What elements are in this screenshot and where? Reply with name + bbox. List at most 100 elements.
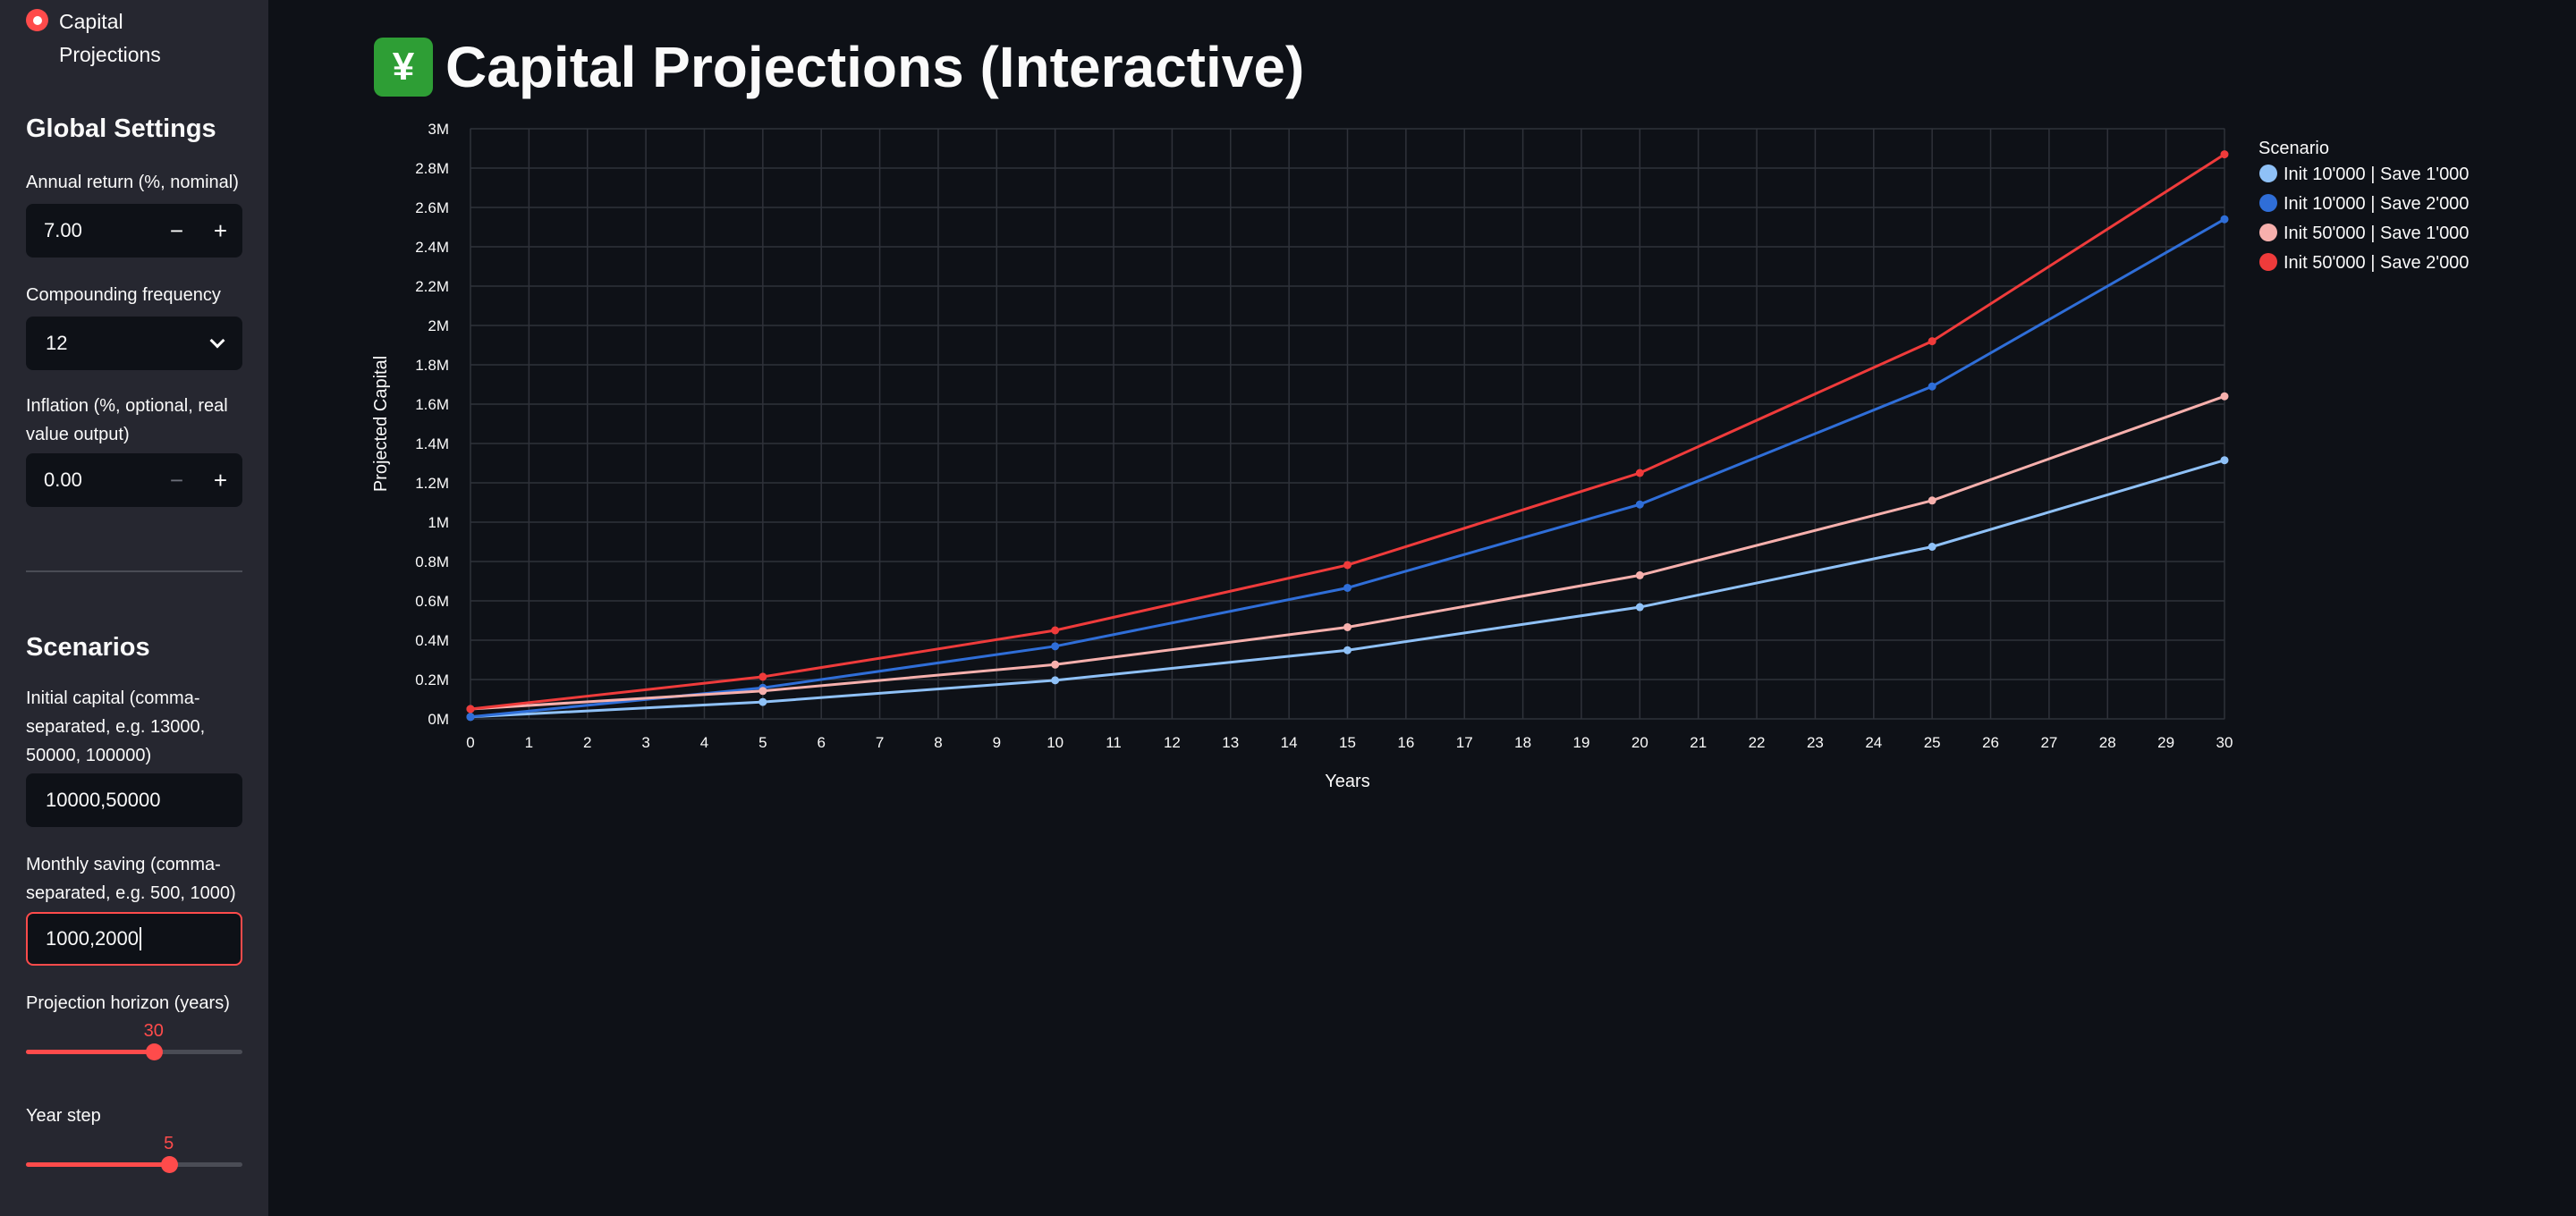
data-point[interactable] xyxy=(758,672,767,681)
x-tick-label: 6 xyxy=(817,734,825,751)
y-tick-label: 1M xyxy=(428,514,449,531)
data-point[interactable] xyxy=(466,705,475,714)
y-tick-label: 0.4M xyxy=(415,632,449,649)
page-title-text: Capital Projections (Interactive) xyxy=(445,35,1305,99)
legend-item-label[interactable]: Init 10'000 | Save 1'000 xyxy=(2284,165,2469,184)
data-point[interactable] xyxy=(2220,215,2229,224)
year-step-slider[interactable]: 5 xyxy=(26,1134,242,1175)
data-point[interactable] xyxy=(1928,337,1936,346)
annual-return-input[interactable]: 7.00 − + xyxy=(26,204,242,258)
inflation-value[interactable]: 0.00 xyxy=(44,469,82,491)
x-tick-label: 20 xyxy=(1631,734,1648,751)
text-caret xyxy=(140,927,141,950)
data-point[interactable] xyxy=(1343,622,1352,631)
legend-swatch[interactable] xyxy=(2259,253,2277,271)
x-tick-label: 10 xyxy=(1046,734,1063,751)
year-step-label: Year step xyxy=(26,1106,101,1126)
legend-swatch[interactable] xyxy=(2259,165,2277,182)
y-tick-label: 0M xyxy=(428,711,449,728)
data-point[interactable] xyxy=(1635,603,1644,612)
x-tick-label: 27 xyxy=(2040,734,2057,751)
data-point[interactable] xyxy=(758,687,767,696)
x-tick-label: 12 xyxy=(1164,734,1181,751)
data-point[interactable] xyxy=(1343,583,1352,592)
legend-item-label[interactable]: Init 50'000 | Save 1'000 xyxy=(2284,224,2469,243)
x-tick-label: 18 xyxy=(1514,734,1531,751)
data-point[interactable] xyxy=(1928,543,1936,551)
x-tick-label: 29 xyxy=(2157,734,2174,751)
data-point[interactable] xyxy=(1051,626,1060,635)
compounding-frequency-select[interactable]: 12 xyxy=(26,317,242,370)
inflation-decrement-button[interactable]: − xyxy=(169,466,184,494)
data-point[interactable] xyxy=(1635,570,1644,579)
chart-increasing-yen-icon: ¥ xyxy=(374,38,433,97)
monthly-saving-input[interactable]: 1000,2000 xyxy=(26,912,242,966)
monthly-saving-value[interactable]: 1000,2000 xyxy=(46,927,139,950)
x-tick-label: 30 xyxy=(2216,734,2233,751)
scenarios-heading: Scenarios xyxy=(26,633,150,662)
radio-selected-icon[interactable] xyxy=(26,9,48,31)
inflation-label: Inflation (%, optional, real value outpu… xyxy=(26,396,228,444)
projection-horizon-value: 30 xyxy=(143,1021,164,1041)
compounding-frequency-value: 12 xyxy=(46,332,68,354)
legend-swatch[interactable] xyxy=(2259,224,2277,241)
nav-radio-label: Capital Projections xyxy=(59,10,161,66)
y-tick-label: 1.8M xyxy=(415,357,449,374)
data-point[interactable] xyxy=(1635,469,1644,477)
data-point[interactable] xyxy=(1051,676,1060,685)
x-tick-label: 14 xyxy=(1281,734,1298,751)
annual-return-increment-button[interactable]: + xyxy=(213,216,228,244)
x-tick-label: 23 xyxy=(1807,734,1824,751)
data-point[interactable] xyxy=(758,697,767,706)
legend-swatch[interactable] xyxy=(2259,194,2277,212)
legend-item-label[interactable]: Init 50'000 | Save 2'000 xyxy=(2284,253,2469,273)
x-tick-label: 1 xyxy=(525,734,533,751)
data-point[interactable] xyxy=(1051,660,1060,669)
year-step-value: 5 xyxy=(164,1134,174,1153)
data-point[interactable] xyxy=(466,713,475,722)
y-tick-label: 0.6M xyxy=(415,593,449,610)
y-tick-label: 2.6M xyxy=(415,199,449,216)
y-tick-label: 0.2M xyxy=(415,671,449,688)
x-tick-label: 2 xyxy=(583,734,591,751)
slider-fill xyxy=(26,1050,154,1054)
x-tick-label: 5 xyxy=(758,734,767,751)
x-tick-label: 19 xyxy=(1573,734,1590,751)
x-tick-label: 8 xyxy=(934,734,942,751)
legend-item-label[interactable]: Init 10'000 | Save 2'000 xyxy=(2284,194,2469,214)
x-tick-label: 11 xyxy=(1106,734,1122,751)
slider-thumb[interactable] xyxy=(145,1043,163,1060)
annual-return-label: Annual return (%, nominal) xyxy=(26,173,239,192)
data-point[interactable] xyxy=(2220,150,2229,159)
slider-fill xyxy=(26,1162,169,1167)
data-point[interactable] xyxy=(1343,646,1352,654)
annual-return-decrement-button[interactable]: − xyxy=(169,216,184,244)
data-point[interactable] xyxy=(2220,456,2229,465)
chevron-down-icon[interactable] xyxy=(209,333,225,349)
y-tick-label: 3M xyxy=(428,121,449,138)
inflation-input[interactable]: 0.00 − + xyxy=(26,453,242,507)
y-tick-label: 2M xyxy=(428,317,449,334)
initial-capital-value[interactable]: 10000,50000 xyxy=(46,789,161,811)
annual-return-value[interactable]: 7.00 xyxy=(44,219,82,241)
data-point[interactable] xyxy=(1343,561,1352,570)
data-point[interactable] xyxy=(1928,382,1936,391)
inflation-increment-button[interactable]: + xyxy=(213,466,228,494)
x-tick-label: 16 xyxy=(1397,734,1414,751)
legend-title: Scenario xyxy=(2258,139,2329,158)
data-point[interactable] xyxy=(2220,392,2229,401)
y-tick-label: 0.8M xyxy=(415,553,449,570)
projection-horizon-slider[interactable]: 30 xyxy=(26,1021,242,1062)
data-point[interactable] xyxy=(1051,642,1060,651)
initial-capital-input[interactable]: 10000,50000 xyxy=(26,773,242,827)
data-point[interactable] xyxy=(1928,496,1936,505)
data-point[interactable] xyxy=(1635,500,1644,509)
x-tick-label: 3 xyxy=(641,734,649,751)
initial-capital-label: Initial capital (comma-separated, e.g. 1… xyxy=(26,688,206,765)
slider-thumb[interactable] xyxy=(160,1156,178,1173)
x-tick-label: 25 xyxy=(1924,734,1941,751)
projection-horizon-label: Projection horizon (years) xyxy=(26,993,230,1013)
projection-chart-svg[interactable]: 0 1 2 3 4 5 6 7 8 9 10 11 12 13 14 15 16 17 18 19 20 21 22 23 24… xyxy=(268,0,2576,823)
nav-radio-capital-projections[interactable]: Capital Projections xyxy=(26,5,184,72)
